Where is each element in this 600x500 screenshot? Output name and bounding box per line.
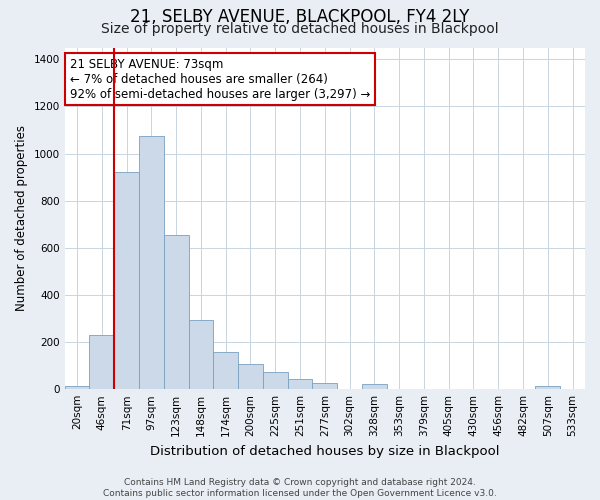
Text: Contains HM Land Registry data © Crown copyright and database right 2024.
Contai: Contains HM Land Registry data © Crown c…: [103, 478, 497, 498]
Text: 21, SELBY AVENUE, BLACKPOOL, FY4 2LY: 21, SELBY AVENUE, BLACKPOOL, FY4 2LY: [130, 8, 470, 26]
Bar: [65, 386, 89, 389]
Bar: [287, 380, 313, 389]
Bar: [362, 384, 387, 389]
Bar: [139, 136, 164, 389]
Y-axis label: Number of detached properties: Number of detached properties: [15, 126, 28, 312]
Bar: [313, 383, 337, 389]
Bar: [164, 235, 188, 389]
Bar: [89, 336, 114, 389]
Text: 21 SELBY AVENUE: 73sqm
← 7% of detached houses are smaller (264)
92% of semi-det: 21 SELBY AVENUE: 73sqm ← 7% of detached …: [70, 58, 370, 101]
Bar: [535, 386, 560, 389]
X-axis label: Distribution of detached houses by size in Blackpool: Distribution of detached houses by size …: [150, 444, 500, 458]
Bar: [214, 352, 238, 389]
Bar: [114, 172, 139, 389]
Text: Size of property relative to detached houses in Blackpool: Size of property relative to detached ho…: [101, 22, 499, 36]
Bar: [263, 372, 287, 389]
Bar: [238, 364, 263, 389]
Bar: [188, 320, 214, 389]
